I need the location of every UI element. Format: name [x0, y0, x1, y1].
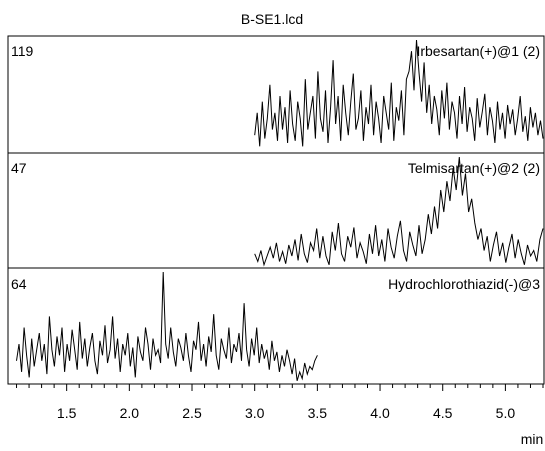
- panel-ymax-label: 64: [11, 276, 27, 292]
- x-tick-label: 4.5: [433, 405, 453, 421]
- x-tick-label: 1.5: [57, 405, 77, 421]
- panel-hydrochlorothiazid: 64 Hydrochlorothiazid(-)@3: [7, 267, 545, 385]
- x-axis-unit: min: [521, 431, 544, 447]
- panel-frame: [7, 267, 545, 385]
- x-tick-label: 5.0: [496, 405, 516, 421]
- panel-series-name: Hydrochlorothiazid(-)@3: [388, 276, 540, 292]
- trace-telmisartan: [254, 156, 544, 267]
- panel-ymax-label: 119: [11, 43, 34, 59]
- x-tick-label: 3.0: [245, 405, 265, 421]
- x-tick-label: 3.5: [308, 405, 328, 421]
- chart-title: B-SE1.lcd: [241, 11, 303, 27]
- x-tick-label: 2.5: [182, 405, 202, 421]
- x-axis: 1.5 2.0 2.5 3.0 3.5 4.0 4.5 5.0: [16, 384, 544, 421]
- panel-series-name: Telmisartan(+)@2 (2): [408, 160, 540, 176]
- x-tick-label: 4.0: [370, 405, 390, 421]
- panel-telmisartan: 47 Telmisartan(+)@2 (2): [7, 152, 545, 269]
- panel-irbesartan: 119 Irbesartan(+)@1 (2): [7, 35, 545, 154]
- trace-hydrochlorothiazid: [16, 271, 318, 381]
- panel-ymax-label: 47: [11, 160, 27, 176]
- x-tick-label: 2.0: [120, 405, 140, 421]
- trace-irbesartan: [254, 39, 544, 147]
- panel-series-name: Irbesartan(+)@1 (2): [416, 43, 540, 59]
